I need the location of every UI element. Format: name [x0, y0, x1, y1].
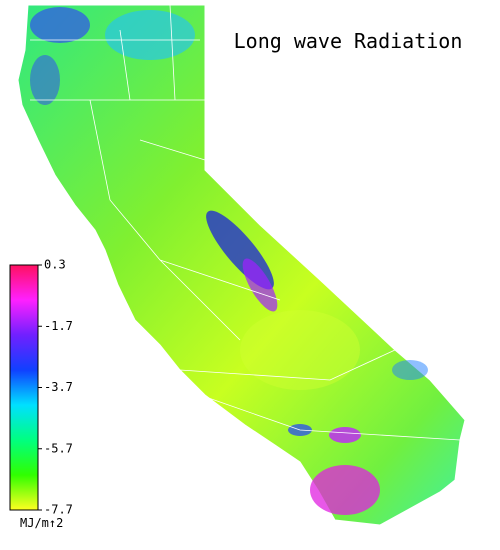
colorbar — [9, 264, 39, 511]
colorbar-tick-label: -1.7 — [44, 319, 73, 333]
colorbar-tick-label: -7.7 — [44, 503, 73, 517]
map-title: Long wave Radiation — [234, 29, 463, 53]
colorbar-tick-label: 0.3 — [44, 258, 66, 272]
colorbar-tick-label: -5.7 — [44, 441, 73, 455]
county-lines — [30, 4, 461, 441]
colorbar-unit: MJ/m↑2 — [20, 516, 63, 530]
colorbar-tick-label: -3.7 — [44, 380, 73, 394]
